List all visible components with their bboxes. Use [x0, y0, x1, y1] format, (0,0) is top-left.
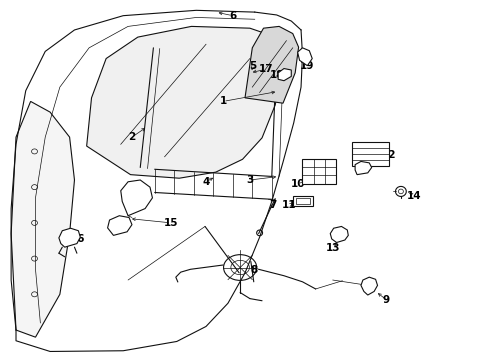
Polygon shape: [11, 102, 74, 337]
Polygon shape: [355, 161, 372, 175]
Polygon shape: [278, 68, 291, 81]
Text: 17: 17: [259, 64, 273, 74]
Polygon shape: [87, 26, 282, 178]
Text: 7: 7: [270, 200, 277, 210]
Text: 10: 10: [291, 179, 305, 189]
Text: 14: 14: [407, 191, 422, 201]
Text: 4: 4: [202, 177, 210, 187]
Polygon shape: [108, 216, 132, 235]
Polygon shape: [297, 48, 312, 66]
Text: 3: 3: [246, 175, 253, 185]
Text: 1: 1: [220, 96, 227, 107]
FancyBboxPatch shape: [295, 198, 310, 204]
Text: 12: 12: [382, 150, 396, 160]
FancyBboxPatch shape: [352, 142, 389, 166]
Polygon shape: [361, 277, 377, 295]
Polygon shape: [245, 26, 298, 103]
Polygon shape: [59, 228, 80, 247]
Text: 6: 6: [229, 11, 237, 21]
Text: 11: 11: [282, 200, 296, 210]
Text: 13: 13: [325, 243, 340, 253]
Text: 19: 19: [300, 61, 315, 71]
Text: 9: 9: [383, 295, 390, 305]
Text: 8: 8: [250, 265, 257, 275]
Polygon shape: [121, 180, 152, 216]
FancyBboxPatch shape: [302, 158, 336, 184]
Text: 2: 2: [128, 132, 136, 142]
Text: 5: 5: [250, 61, 257, 71]
Text: 15: 15: [164, 218, 178, 228]
Text: 16: 16: [71, 234, 86, 244]
FancyBboxPatch shape: [293, 196, 313, 206]
Text: 18: 18: [270, 69, 284, 80]
Polygon shape: [330, 226, 348, 243]
